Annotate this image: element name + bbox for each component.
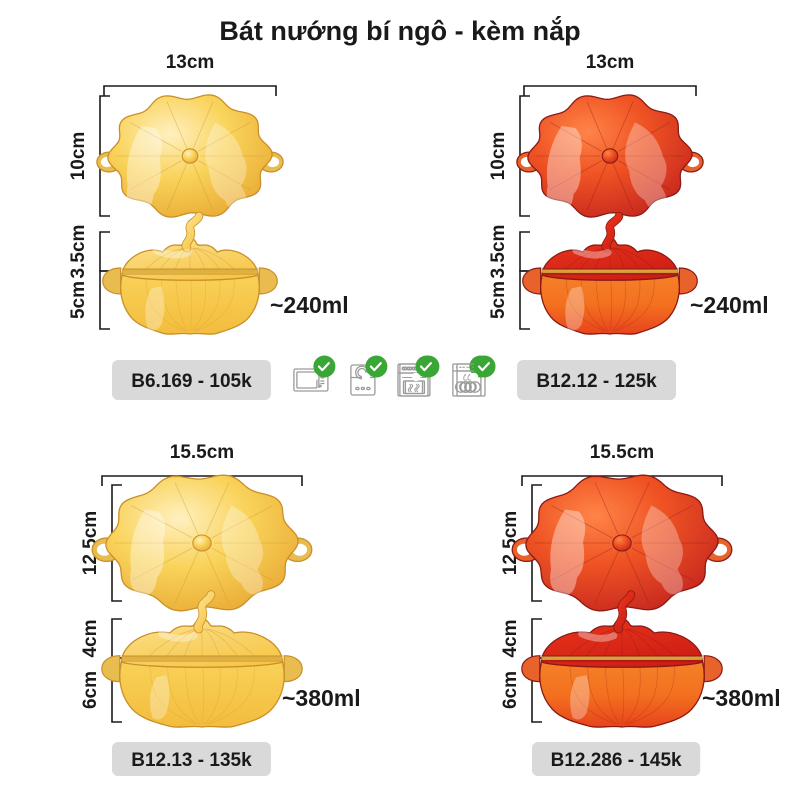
svg-text:13cm: 13cm — [586, 52, 635, 73]
svg-text:5cm: 5cm — [68, 281, 89, 319]
svg-text:15.5cm: 15.5cm — [590, 442, 654, 463]
svg-text:B6.169 - 105k: B6.169 - 105k — [131, 371, 252, 392]
svg-text:4cm: 4cm — [80, 619, 101, 657]
svg-text:B12.286 - 145k: B12.286 - 145k — [551, 750, 682, 771]
svg-text:6cm: 6cm — [500, 671, 521, 709]
svg-text:3.5cm: 3.5cm — [488, 225, 509, 279]
svg-text:~240ml: ~240ml — [270, 292, 349, 318]
svg-text:10cm: 10cm — [68, 132, 89, 181]
svg-text:10cm: 10cm — [488, 132, 509, 181]
svg-text:B12.13 - 135k: B12.13 - 135k — [131, 750, 252, 771]
svg-text:15.5cm: 15.5cm — [170, 442, 234, 463]
svg-text:4cm: 4cm — [500, 619, 521, 657]
svg-text:~380ml: ~380ml — [282, 685, 361, 711]
svg-text:~380ml: ~380ml — [702, 685, 781, 711]
svg-text:3.5cm: 3.5cm — [68, 225, 89, 279]
svg-text:13cm: 13cm — [166, 52, 215, 73]
svg-text:5cm: 5cm — [488, 281, 509, 319]
svg-text:~240ml: ~240ml — [690, 292, 769, 318]
svg-text:6cm: 6cm — [80, 671, 101, 709]
svg-text:B12.12 - 125k: B12.12 - 125k — [536, 371, 657, 392]
